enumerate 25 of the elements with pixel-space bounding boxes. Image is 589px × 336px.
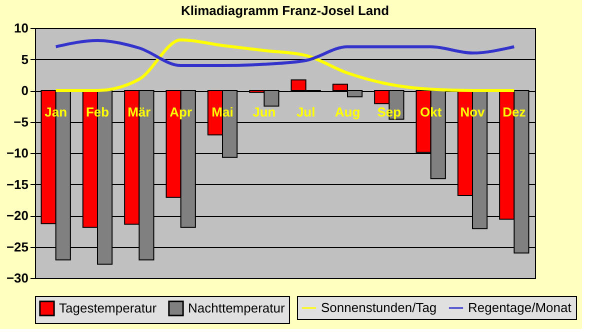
line-series [54, 38, 516, 92]
x-tick-label: Feb [86, 104, 110, 120]
legend-label: Nachttemperatur [188, 300, 286, 316]
y-tick-label: −10 [6, 146, 28, 160]
y-tick-label: −20 [6, 208, 28, 223]
x-tick-label: Mai [212, 104, 234, 120]
y-tick-label: −15 [6, 176, 28, 192]
y-tick-label: 5 [21, 52, 28, 67]
y-tick-label: 0 [21, 83, 28, 98]
y-tick-label: −5 [14, 114, 28, 130]
x-tick-label: Jul [296, 104, 316, 120]
x-tick-label: Okt [420, 104, 442, 120]
x-tick-label: Jan [44, 104, 68, 120]
x-tick-label: Jun [252, 104, 276, 120]
x-tick-label: Apr [170, 104, 192, 120]
line-series [54, 39, 516, 67]
legend-label: Tagestemperatur [59, 300, 158, 316]
x-tick-label: Aug [334, 104, 360, 120]
chart-title: Klimadiagramm Franz-Josel Land [180, 3, 390, 18]
legend-label: Sonnenstunden/Tag [321, 300, 437, 315]
y-tick-label: 10 [14, 20, 28, 36]
y-tick-label: −30 [6, 270, 28, 286]
x-tick-label: Nov [460, 104, 486, 120]
legend-label: Regentage/Monat [468, 300, 572, 315]
y-tick-label: −25 [6, 239, 28, 254]
